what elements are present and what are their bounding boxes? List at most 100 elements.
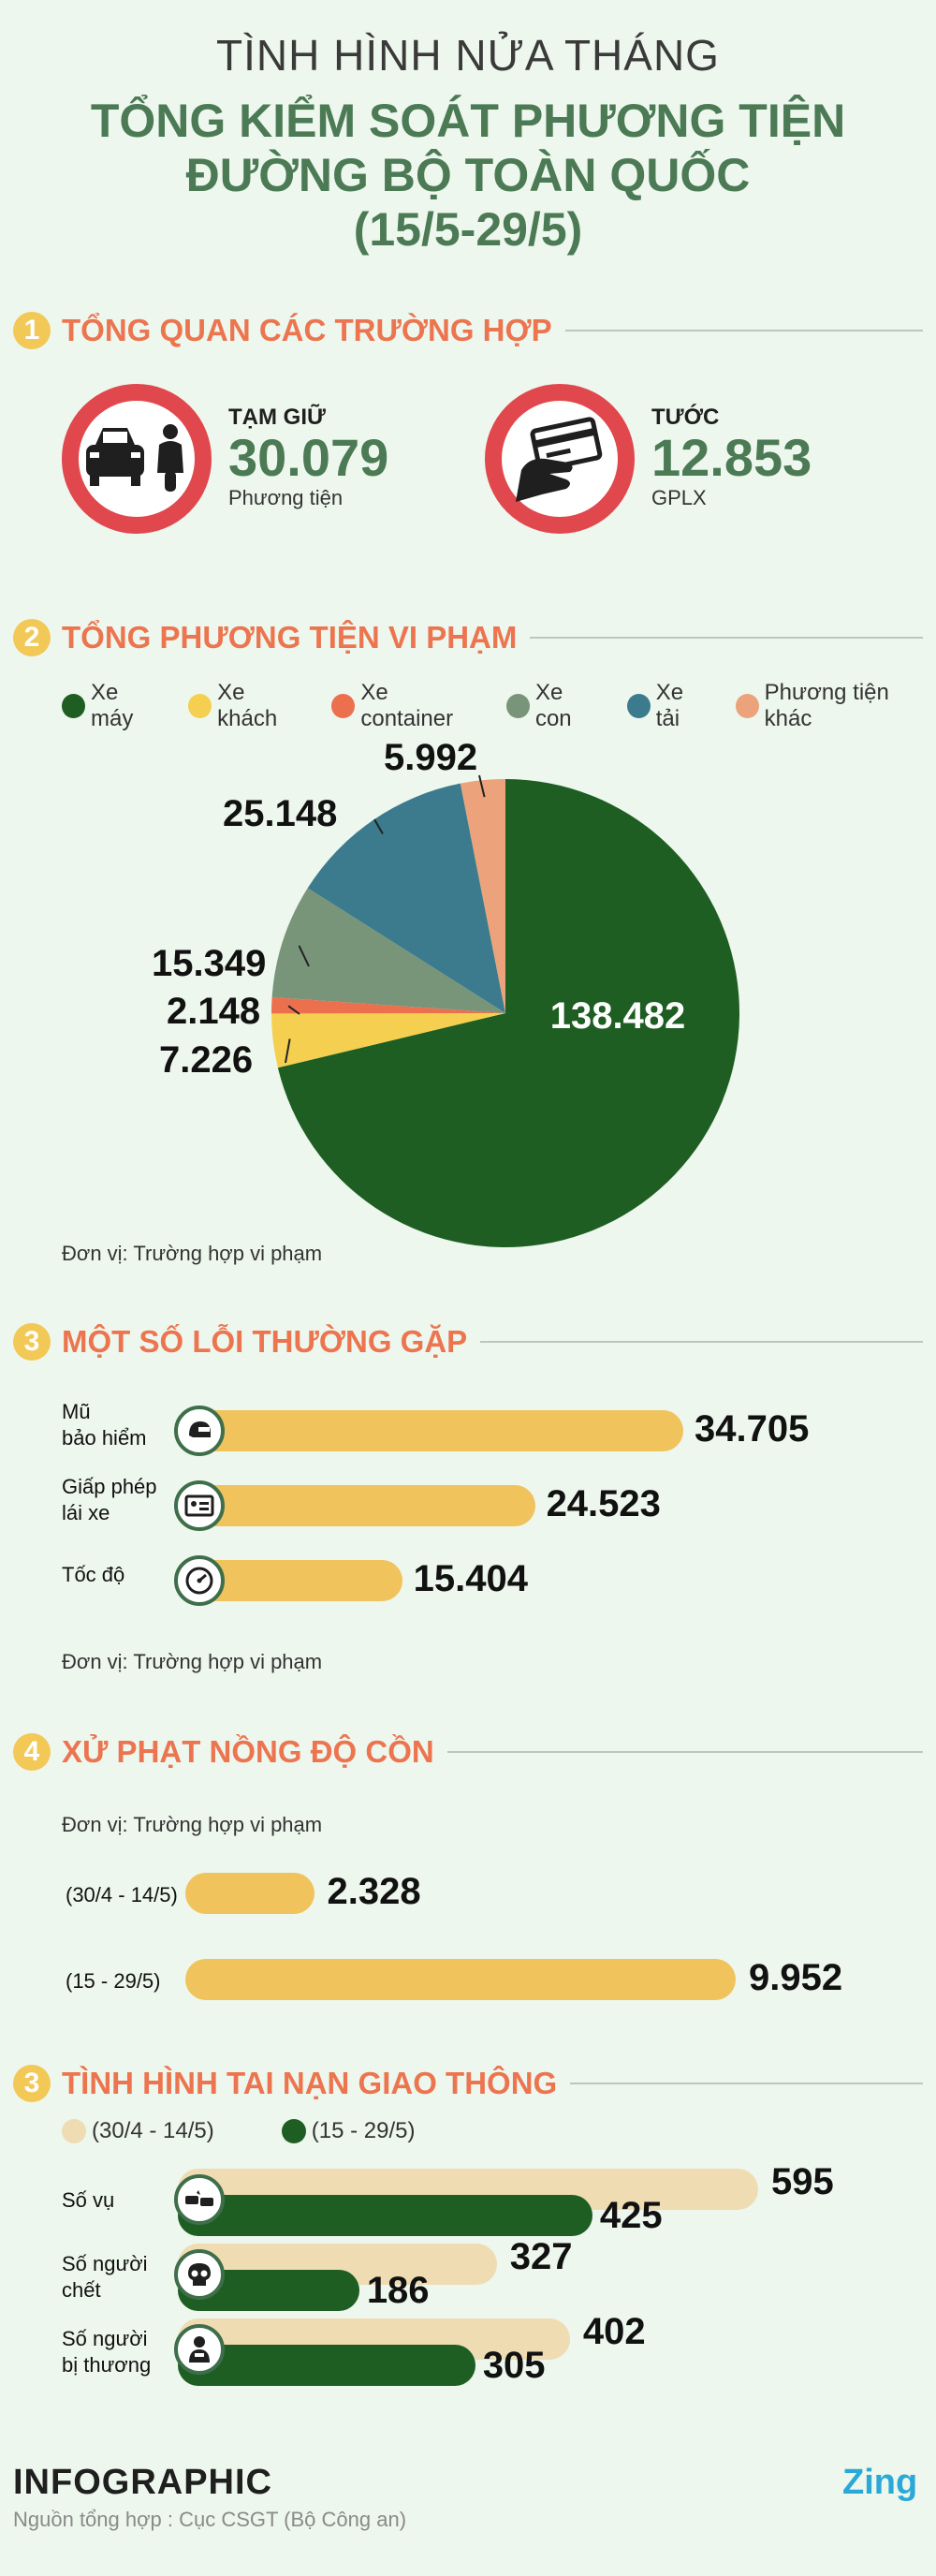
alcohol-bar-1 bbox=[185, 1959, 736, 2000]
accident-category-line: bị thương bbox=[62, 2352, 152, 2377]
accident-value-curr-1: 186 bbox=[366, 2270, 430, 2311]
section2-unit-note: Đơn vị: Trường hợp vi phạm bbox=[62, 1242, 323, 1265]
legend-label: Xe con bbox=[534, 680, 572, 731]
pie-data-label-3: 15.349 bbox=[152, 943, 266, 984]
pie-leader-line-4 bbox=[373, 818, 384, 835]
legend-item-khac: Phương tiện khác bbox=[735, 680, 936, 732]
section4-number: 4 bbox=[13, 1733, 51, 1771]
pie-leader-line-3 bbox=[298, 945, 310, 967]
section2-title: TỔNG PHƯƠNG TIỆN VI PHẠM bbox=[62, 620, 518, 655]
license-revoked-label: TƯỚC bbox=[651, 405, 720, 430]
legend-swatch bbox=[626, 694, 651, 718]
alcohol-bar-0 bbox=[185, 1873, 314, 1914]
error-value-2: 15.404 bbox=[413, 1558, 529, 1599]
section5-divider bbox=[570, 2083, 923, 2084]
error-category-line: bảo hiểm bbox=[62, 1425, 147, 1450]
legend-swatch bbox=[188, 694, 212, 718]
accident-chart: Số vụ 595 425 Số người chết 327 186 Số người bị … bbox=[0, 2161, 936, 2407]
pie-data-label-0: 138.482 bbox=[550, 995, 686, 1037]
pie-slice-4 bbox=[307, 783, 505, 1013]
legend-item-xe-khach: Xe khách bbox=[188, 680, 307, 732]
legend-swatch bbox=[331, 694, 356, 718]
impounded-block: TẠM GIỮ 30.079 Phương tiện bbox=[228, 405, 388, 510]
section2-number: 2 bbox=[13, 619, 51, 656]
legend-item-xe-con: Xe con bbox=[505, 680, 603, 732]
accident-bar-curr-2 bbox=[178, 2345, 475, 2386]
accident-category-line: Số vụ bbox=[62, 2188, 115, 2212]
helmet-icon bbox=[174, 1406, 225, 1456]
section2-header: 2 TỔNG PHƯƠNG TIỆN VI PHẠM bbox=[13, 614, 923, 661]
legend-item-xe-container: Xe container bbox=[331, 680, 482, 732]
crash-cars-icon bbox=[174, 2174, 225, 2225]
car-motorbike-icon bbox=[62, 384, 212, 534]
accident-value-prev-1: 327 bbox=[509, 2236, 573, 2277]
pie-data-label-4: 25.148 bbox=[223, 793, 337, 834]
section3-unit-note: Đơn vị: Trường hợp vi phạm bbox=[62, 1650, 323, 1673]
legend-swatch bbox=[281, 2119, 306, 2143]
error-category-line: Giấp phép bbox=[62, 1475, 157, 1498]
accident-value-prev-2: 402 bbox=[582, 2311, 646, 2352]
header-title-line2: ĐƯỜNG BỘ TOÀN QUỐC bbox=[185, 149, 751, 201]
legend-swatch bbox=[735, 694, 759, 718]
impounded-value: 30.079 bbox=[228, 428, 389, 487]
accident-category-line: chết bbox=[62, 2277, 101, 2302]
pie-legend: Xe máy Xe khách Xe container Xe con Xe t… bbox=[62, 680, 936, 732]
hand-card-icon bbox=[485, 384, 635, 534]
section4-header: 4 XỬ PHẠT NỒNG ĐỘ CỒN bbox=[13, 1729, 923, 1775]
section4-unit-note: Đơn vị: Trường hợp vi phạm bbox=[62, 1813, 323, 1836]
section3-title: MỘT SỐ LỖI THƯỜNG GẶP bbox=[62, 1324, 468, 1359]
section5-number: 3 bbox=[13, 2065, 51, 2102]
impounded-label: TẠM GIỮ bbox=[228, 405, 326, 430]
error-category-line: Tốc độ bbox=[62, 1563, 125, 1586]
legend-swatch bbox=[505, 694, 530, 718]
legend-label: (30/4 - 14/5) bbox=[92, 2118, 214, 2143]
legend-swatch bbox=[62, 2119, 86, 2143]
pie-data-label-5: 5.992 bbox=[384, 737, 477, 778]
alcohol-value-1: 9.952 bbox=[749, 1957, 843, 1998]
section1-number: 1 bbox=[13, 312, 51, 349]
alcohol-period-label: (15 - 29/5) bbox=[66, 1969, 161, 1993]
header-title-line3: (15/5-29/5) bbox=[353, 203, 583, 256]
error-bar-0 bbox=[178, 1410, 683, 1451]
footer-brand: INFOGRAPHIC bbox=[13, 2463, 272, 2502]
legend-item-prev: (30/4 - 14/5) bbox=[62, 2118, 214, 2144]
accident-legend: (30/4 - 14/5) (15 - 29/5) bbox=[62, 2118, 415, 2144]
accident-category-label: Số người chết bbox=[62, 2251, 165, 2303]
section1-header: 1 TỔNG QUAN CÁC TRƯỜNG HỢP bbox=[13, 307, 923, 354]
legend-label: Phương tiện khác bbox=[764, 680, 889, 731]
pie-slice-0 bbox=[277, 779, 739, 1247]
legend-item-xe-tai: Xe tải bbox=[626, 680, 711, 732]
error-category-line: lái xe bbox=[62, 1500, 110, 1524]
pie-leader-line-5 bbox=[478, 774, 486, 798]
section3-header: 3 MỘT SỐ LỖI THƯỜNG GẶP bbox=[13, 1318, 923, 1365]
section4-title: XỬ PHẠT NỒNG ĐỘ CỒN bbox=[62, 1734, 434, 1769]
license-revoked-unit: GPLX bbox=[651, 485, 707, 509]
header-top-title: TÌNH HÌNH NỬA THÁNG bbox=[216, 31, 720, 80]
error-value-0: 34.705 bbox=[695, 1408, 810, 1450]
zing-logo: Zing bbox=[842, 2463, 918, 2502]
alcohol-period-label: (30/4 - 14/5) bbox=[66, 1883, 178, 1906]
legend-label: Xe tải bbox=[655, 680, 684, 731]
section1-divider bbox=[564, 330, 923, 331]
footer-source: Nguồn tổng hợp : Cục CSGT (Bộ Công an) bbox=[13, 2508, 407, 2531]
injured-person-icon bbox=[174, 2324, 225, 2375]
legend-item-curr: (15 - 29/5) bbox=[281, 2118, 415, 2144]
section1-title: TỔNG QUAN CÁC TRƯỜNG HỢP bbox=[62, 313, 552, 347]
accident-value-prev-0: 595 bbox=[771, 2161, 834, 2202]
header-title-line1: TỔNG KIỂM SOÁT PHƯƠNG TIỆN bbox=[90, 95, 846, 147]
license-revoked-block: TƯỚC 12.853 GPLX bbox=[651, 405, 812, 510]
speedometer-icon bbox=[174, 1555, 225, 1606]
pie-chart: 138.482 7.226 2.148 15.349 25.148 5.992 bbox=[152, 737, 739, 1247]
pie-slice-1 bbox=[271, 1013, 505, 1068]
section2-divider bbox=[530, 637, 923, 639]
legend-label: Xe khách bbox=[217, 680, 278, 731]
section3-number: 3 bbox=[13, 1323, 51, 1361]
pie-leader-line-2 bbox=[287, 1005, 300, 1015]
error-bar-1 bbox=[178, 1485, 535, 1526]
legend-label: Xe máy bbox=[90, 680, 134, 731]
license-card-icon bbox=[174, 1480, 225, 1531]
accident-category-label: Số người bị thương bbox=[62, 2326, 165, 2377]
pie-slice-5 bbox=[460, 779, 505, 1013]
impounded-unit: Phương tiện bbox=[228, 485, 344, 509]
error-category-line: Mũ bbox=[62, 1400, 91, 1423]
